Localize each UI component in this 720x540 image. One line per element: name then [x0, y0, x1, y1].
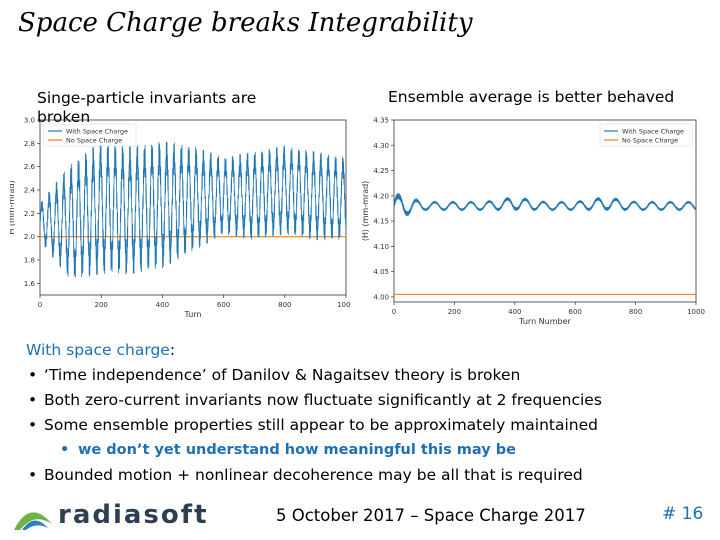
- radiasoft-logo-text: radiasoft: [58, 500, 209, 530]
- bullet-item: • ‘Time independence’ of Danilov & Nagait…: [26, 363, 602, 388]
- y-tick-label: 2.2: [24, 210, 35, 218]
- legend-box: [43, 123, 137, 147]
- bullet-dot: •: [28, 391, 38, 409]
- y-axis-label: H (mm-mrad): [10, 180, 16, 234]
- y-tick-label: 1.8: [24, 257, 35, 265]
- y-tick-label: 4.30: [373, 142, 389, 150]
- x-tick-label: 1000: [687, 308, 705, 316]
- plot-frame: [39, 119, 347, 296]
- y-tick-label: 4.15: [373, 218, 389, 226]
- x-tick-label: 0: [38, 301, 42, 309]
- bullet-list: With space charge: • ‘Time independence’ …: [26, 338, 602, 488]
- left-plot-caption: Singe-particle invariants are broken: [37, 89, 257, 126]
- x-tick-label: 800: [278, 301, 291, 309]
- x-tick-label: 600: [217, 301, 230, 309]
- bullet-item: • Some ensemble properties still appear t…: [26, 413, 602, 438]
- bullet-dot: •: [60, 442, 70, 458]
- y-axis-label: ⟨H⟩ (mm-mrad): [362, 181, 370, 242]
- x-tick-label: 400: [156, 301, 169, 309]
- bullet-dot: •: [28, 416, 38, 434]
- footer-date: 5 October 2017 – Space Charge 2017: [276, 506, 586, 525]
- bullet-text: Bounded motion + nonlinear decoherence m…: [44, 466, 583, 484]
- y-tick-label: 2.4: [24, 187, 36, 195]
- legend-entry: No Space Charge: [66, 137, 122, 145]
- x-tick-label: 400: [508, 308, 521, 316]
- y-tick-label: 4.20: [373, 192, 389, 200]
- bullet-item: • Both zero-current invariants now fluctu…: [26, 388, 602, 413]
- x-tick-label: 800: [629, 308, 642, 316]
- y-tick-label: 4.00: [373, 293, 389, 301]
- y-tick-label: 2.6: [24, 163, 36, 171]
- series-with-space-charge-line: [393, 192, 697, 217]
- y-tick-label: 4.05: [373, 268, 389, 276]
- legend-entry: No Space Charge: [622, 137, 678, 145]
- legend-box: [599, 123, 693, 147]
- page-number: # 16: [662, 504, 704, 524]
- bullet-text: ‘Time independence’ of Danilov & Nagaits…: [44, 366, 521, 384]
- slide-title: Space Charge breaks Integrability: [18, 8, 473, 38]
- series-with-space-charge-line: [39, 140, 347, 278]
- bullet-heading-colon: :: [169, 341, 176, 359]
- x-axis-label: Turn: [184, 310, 202, 319]
- bullet-sub-item: • we don’t yet understand how meaningful …: [26, 438, 602, 463]
- bullet-item: • Bounded motion + nonlinear decoherence …: [26, 463, 602, 488]
- plot-area: 0 200 400 600 800 1000 1.6 1.8 2.0 2.2 2.4 2.6 2.8 3.…: [10, 117, 350, 320]
- y-tick-label: 2.8: [24, 140, 35, 148]
- ensemble-average-chart: 0 200 400 600 800 1000 4.00 4.05 4.10 4.15 4.20 4.2…: [362, 117, 705, 327]
- y-tick-label: 4.35: [373, 117, 389, 125]
- x-tick-label: 1000: [337, 301, 350, 309]
- x-axis-label: Turn Number: [518, 317, 571, 326]
- radiasoft-logo-icon: [14, 512, 52, 530]
- bullet-heading: With space charge:: [26, 338, 602, 363]
- x-tick-label: 200: [448, 308, 461, 316]
- bullet-dot: •: [28, 366, 38, 384]
- y-tick-label: 4.10: [373, 243, 389, 251]
- y-tick-label: 2.0: [24, 233, 35, 241]
- bullet-dot: •: [28, 466, 38, 484]
- y-tick-label: 1.6: [24, 280, 36, 288]
- y-tick-label: 3.0: [24, 117, 35, 125]
- plot-area: 0 200 400 600 800 1000 4.00 4.05 4.10 4.15 4.20 4.2…: [362, 117, 705, 327]
- x-tick-label: 200: [95, 301, 108, 309]
- right-plot-caption: Ensemble average is better behaved: [388, 88, 675, 106]
- bullet-text: Both zero-current invariants now fluctua…: [44, 391, 602, 409]
- legend-entry: With Space Charge: [66, 128, 128, 136]
- bullet-heading-text: With space charge: [26, 341, 170, 359]
- radiasoft-logo: radiasoft: [12, 500, 212, 534]
- x-tick-label: 0: [392, 308, 396, 316]
- legend-entry: With Space Charge: [622, 128, 684, 136]
- x-tick-label: 600: [569, 308, 582, 316]
- bullet-text: we don’t yet understand how meaningful t…: [78, 442, 516, 458]
- plot-frame: [393, 119, 697, 303]
- y-tick-label: 4.25: [373, 167, 389, 175]
- single-particle-invariant-chart: 0 200 400 600 800 1000 1.6 1.8 2.0 2.2 2.4 2.6 2.8 3.…: [10, 117, 350, 320]
- bullet-text: Some ensemble properties still appear to…: [44, 416, 599, 434]
